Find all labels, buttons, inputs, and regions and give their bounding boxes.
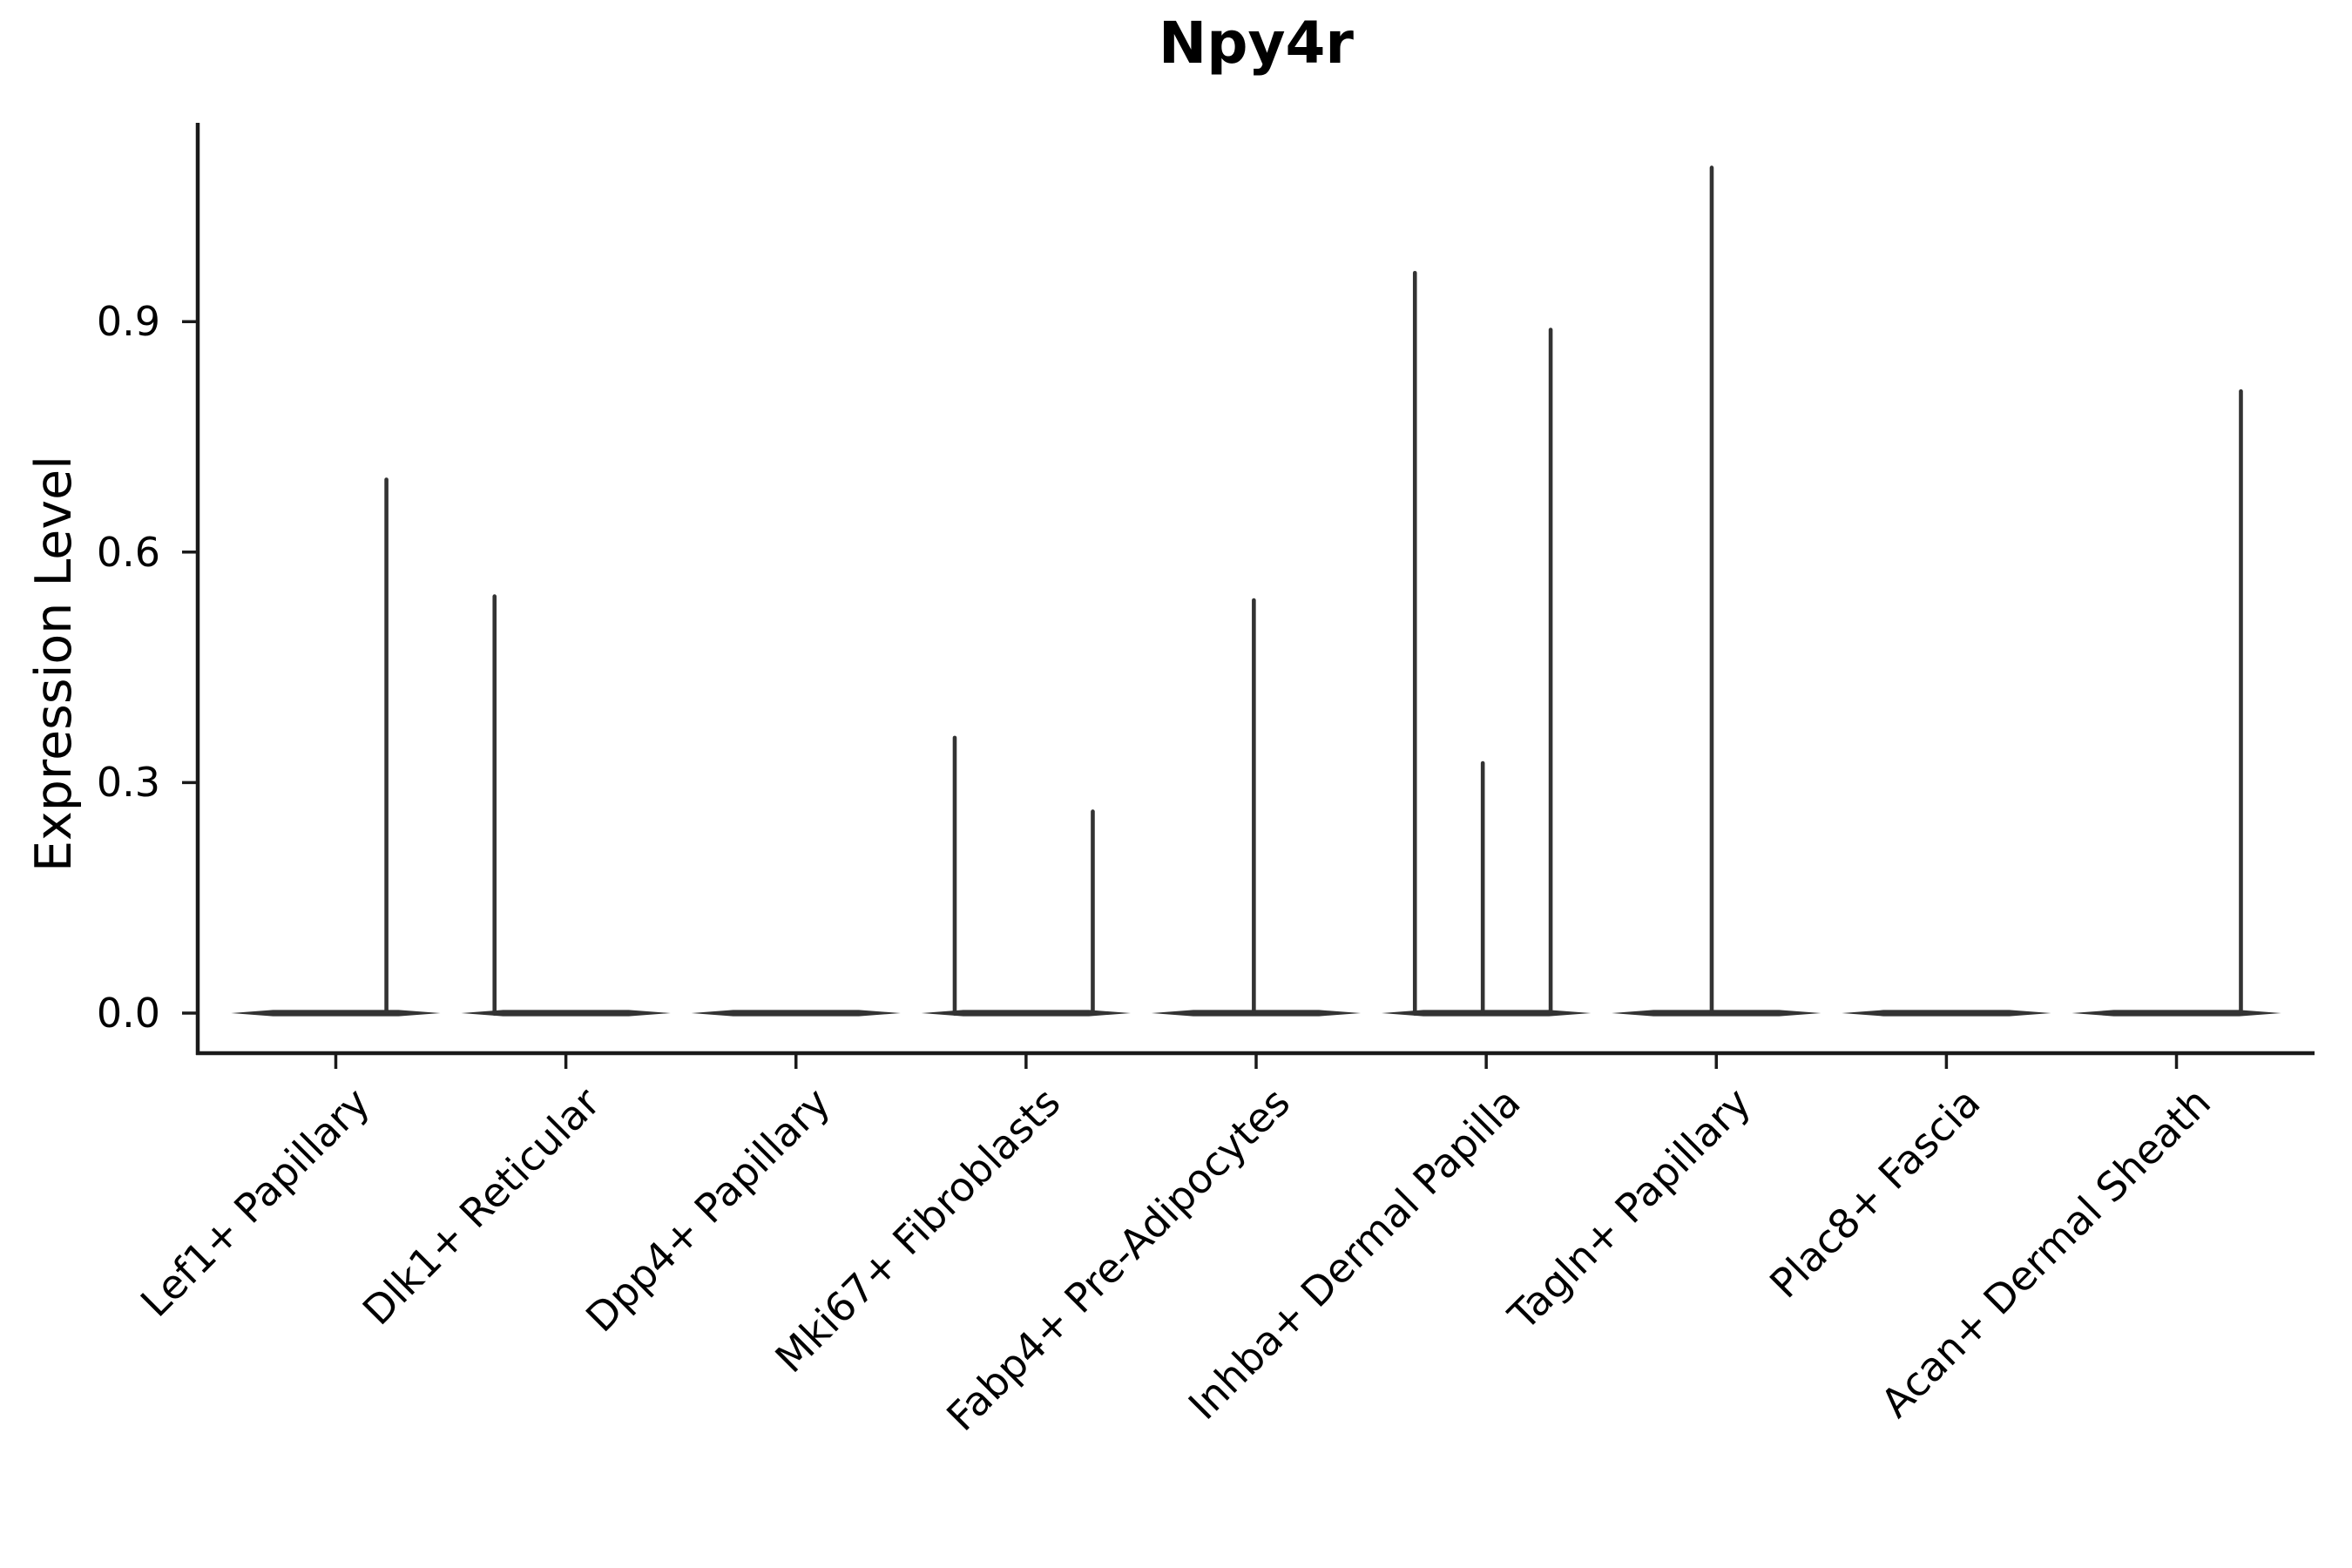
violin-body — [1151, 1010, 1362, 1017]
violin-body — [231, 1010, 441, 1017]
y-tick-label: 0.9 — [96, 298, 160, 346]
violin-spike — [2239, 389, 2243, 1016]
violin-spike — [1412, 270, 1417, 1016]
violin-spike — [1091, 809, 1095, 1016]
violin-spike — [1252, 598, 1256, 1016]
violin-body — [921, 1010, 1132, 1017]
violin-spike — [492, 594, 497, 1016]
y-axis-label: Expression Level — [25, 456, 83, 872]
y-tick-label: 0.6 — [96, 528, 160, 576]
violin-spike — [1480, 760, 1485, 1016]
violin-body — [1381, 1010, 1592, 1017]
violin-spike — [1709, 166, 1714, 1017]
violin-spike — [1548, 328, 1553, 1017]
violin-body — [2072, 1010, 2281, 1017]
violin-body — [691, 1010, 901, 1017]
violin-spike — [384, 477, 389, 1016]
violin-spike — [952, 735, 957, 1016]
y-tick-label: 0.3 — [96, 759, 160, 807]
y-tick-label: 0.0 — [96, 990, 160, 1037]
violin-body — [1842, 1010, 2051, 1017]
violin-body — [1612, 1010, 1821, 1017]
chart-title: Npy4r — [1159, 10, 1354, 77]
violin-body — [461, 1010, 671, 1017]
